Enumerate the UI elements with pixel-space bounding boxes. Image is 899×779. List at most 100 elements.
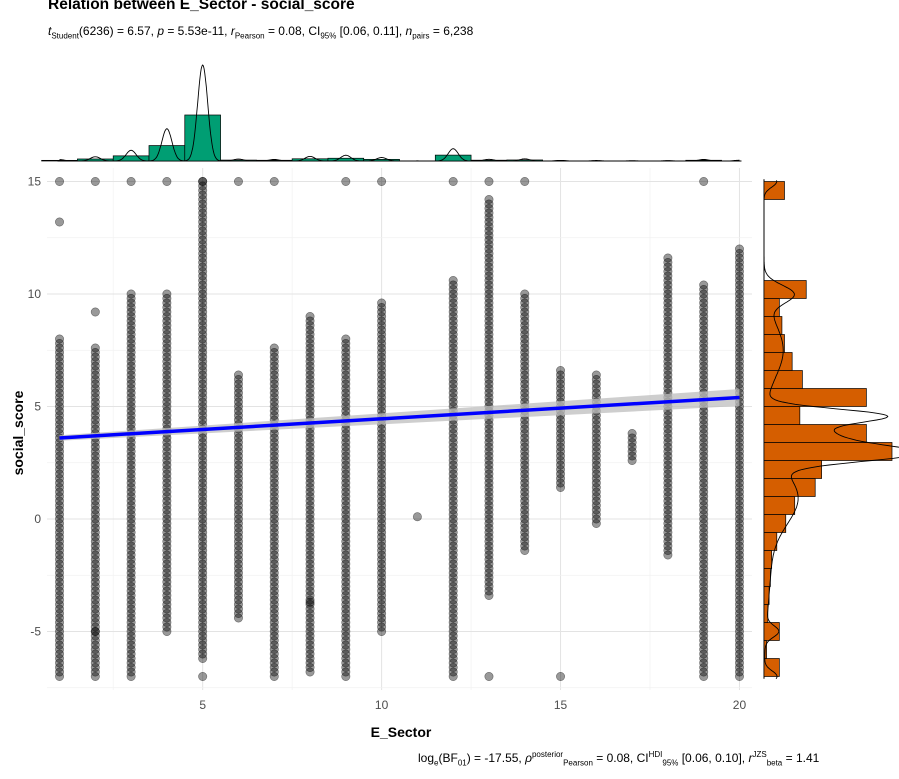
scatter-point	[377, 388, 387, 398]
scatter-point	[269, 541, 279, 551]
scatter-point	[90, 572, 100, 582]
scatter-point	[269, 604, 279, 614]
scatter-point	[305, 365, 315, 375]
scatter-point	[591, 442, 601, 452]
scatter-point	[699, 518, 709, 528]
scatter-point	[90, 514, 100, 524]
scatter-point	[699, 667, 709, 677]
scatter-point	[341, 631, 351, 641]
scatter-point	[90, 527, 100, 537]
scatter-point	[126, 626, 136, 636]
scatter-point	[699, 284, 709, 294]
scatter-point	[484, 473, 494, 483]
scatter-point	[377, 365, 387, 375]
scatter-point	[734, 527, 744, 537]
scatter-point	[448, 370, 458, 380]
scatter-point	[233, 451, 243, 461]
scatter-point	[663, 424, 673, 434]
top-hist-bar	[434, 154, 472, 162]
scatter-point	[126, 581, 136, 591]
scatter-point	[198, 222, 208, 232]
scatter-point	[55, 662, 65, 672]
scatter-point	[448, 392, 458, 402]
scatter-point	[162, 334, 172, 344]
scatter-point	[269, 545, 279, 555]
scatter-point	[90, 509, 100, 519]
scatter-point	[699, 307, 709, 317]
scatter-point	[233, 401, 243, 411]
scatter-point	[233, 604, 243, 614]
scatter-point	[90, 442, 100, 452]
scatter-point	[520, 433, 530, 443]
scatter-point	[269, 658, 279, 668]
scatter-point	[699, 361, 709, 371]
scatter-point	[55, 464, 65, 474]
scatter-point	[734, 419, 744, 429]
scatter-point	[484, 266, 494, 276]
scatter-point	[55, 586, 65, 596]
scatter-point	[663, 365, 673, 375]
y-tick-label: 15	[28, 175, 42, 189]
scatter-point	[233, 397, 243, 407]
scatter-point	[126, 572, 136, 582]
scatter-point	[377, 545, 387, 555]
scatter-point	[341, 406, 351, 416]
scatter-point	[305, 626, 315, 636]
scatter-point	[341, 658, 351, 668]
scatter-point	[484, 370, 494, 380]
scatter-point	[699, 343, 709, 353]
r-symbol: r	[230, 24, 235, 38]
scatter-point	[90, 662, 100, 672]
hdi-value: [0.06, 0.10],	[678, 751, 749, 765]
scatter-point	[126, 514, 136, 524]
scatter-point	[484, 311, 494, 321]
scatter-point	[734, 518, 744, 528]
scatter-point	[305, 320, 315, 330]
scatter-point	[198, 280, 208, 290]
scatter-point	[734, 325, 744, 335]
scatter-point	[162, 446, 172, 456]
scatter-point	[90, 496, 100, 506]
scatter-point	[55, 581, 65, 591]
scatter-point	[90, 487, 100, 497]
scatter-point	[448, 442, 458, 452]
scatter-point	[233, 509, 243, 519]
scatter-point	[269, 523, 279, 533]
scatter-point	[448, 473, 458, 483]
scatter-point	[520, 307, 530, 317]
scatter-point	[484, 275, 494, 285]
scatter-point	[734, 608, 744, 618]
scatter-point	[126, 446, 136, 456]
right-hist-bar	[763, 622, 780, 641]
scatter-point	[341, 626, 351, 636]
scatter-point	[198, 208, 208, 218]
scatter-point	[90, 626, 100, 636]
scatter-point	[162, 464, 172, 474]
scatter-point	[734, 406, 744, 416]
scatter-point	[55, 361, 65, 371]
scatter-point	[162, 379, 172, 389]
scatter-point	[734, 320, 744, 330]
scatter-point	[126, 608, 136, 618]
scatter-point	[305, 361, 315, 371]
scatter-point	[627, 437, 637, 447]
scatter-point	[305, 640, 315, 650]
scatter-point	[233, 478, 243, 488]
right-hist-bar	[763, 514, 787, 533]
grid-lines	[47, 168, 752, 690]
scatter-point	[699, 608, 709, 618]
scatter-point	[520, 320, 530, 330]
scatter-point	[162, 604, 172, 614]
scatter-point	[734, 338, 744, 348]
scatter-point	[55, 577, 65, 587]
scatter-point	[126, 298, 136, 308]
r-subscript: Pearson	[234, 31, 265, 41]
scatter-point	[305, 392, 315, 402]
scatter-point	[198, 446, 208, 456]
scatter-point	[520, 311, 530, 321]
scatter-point	[126, 518, 136, 528]
scatter-point	[734, 635, 744, 645]
scatter-point	[377, 343, 387, 353]
scatter-point	[162, 505, 172, 515]
scatter-point	[90, 356, 100, 366]
